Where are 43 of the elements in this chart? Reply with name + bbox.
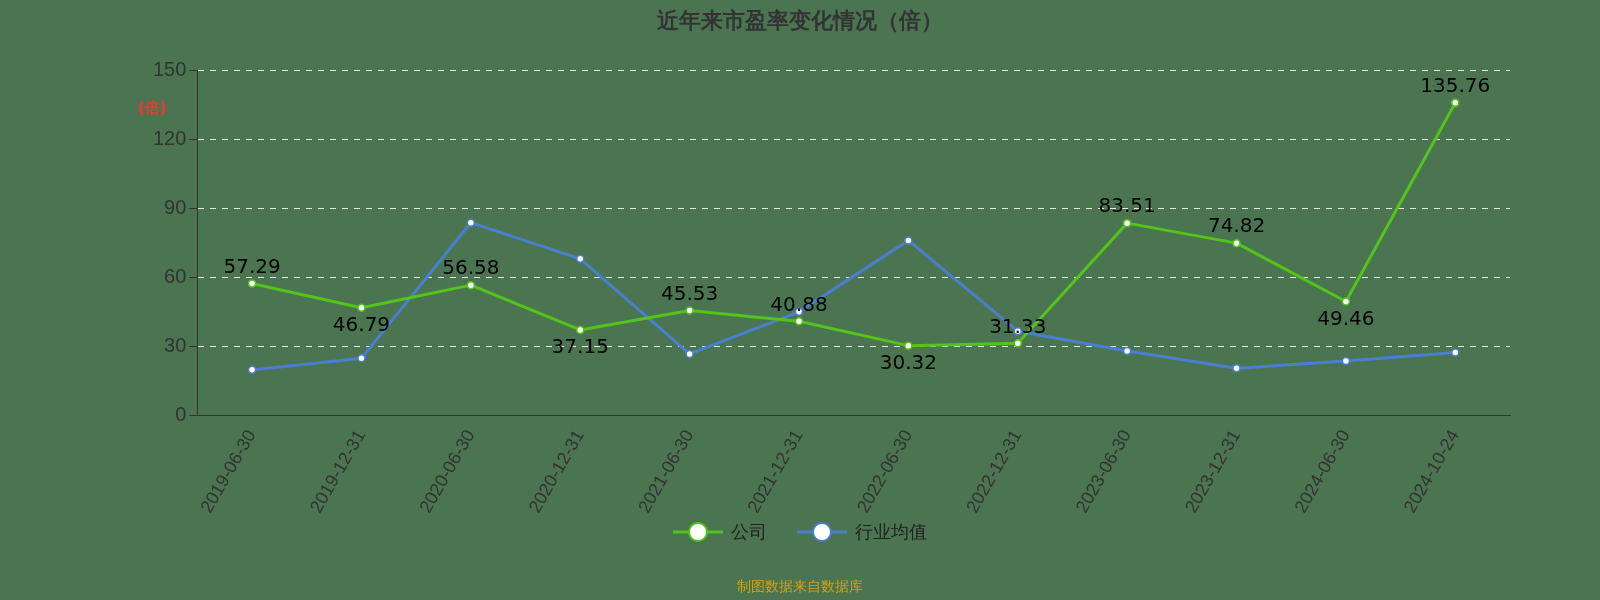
- point: [466, 218, 476, 227]
- data-label: 49.46: [1317, 305, 1375, 330]
- data-label: 74.82: [1207, 213, 1266, 238]
- data-label: 56.58: [442, 255, 500, 280]
- chart-title: 近年来市盈率变化情况（倍）: [656, 7, 944, 35]
- legend-label: 公司: [731, 520, 767, 544]
- data-label: 45.53: [660, 280, 719, 305]
- y-tick-label: 90: [164, 195, 187, 218]
- legend-label: 行业均值: [855, 520, 927, 544]
- point: [575, 254, 585, 264]
- point: [1122, 346, 1132, 356]
- point: [1122, 218, 1132, 228]
- point: [247, 279, 257, 288]
- point: [1341, 356, 1351, 366]
- data-label: 46.79: [332, 311, 391, 336]
- data-label: 83.51: [1098, 193, 1156, 218]
- point: [1232, 238, 1241, 248]
- y-tick-label: 60: [164, 264, 187, 287]
- data-label: 37.15: [551, 334, 609, 359]
- y-tick-label: 120: [152, 126, 187, 149]
- point: [794, 317, 804, 326]
- point: [904, 236, 913, 245]
- y-tick-label: 30: [164, 333, 187, 356]
- point: [1232, 364, 1241, 373]
- point: [1341, 297, 1351, 306]
- point: [357, 303, 366, 312]
- point: [466, 280, 476, 290]
- y-axis-title: (倍): [138, 99, 167, 117]
- point: [685, 349, 694, 359]
- point: [1451, 98, 1460, 108]
- point: [247, 365, 257, 375]
- y-tick-label: 0: [175, 402, 187, 425]
- point: [1451, 348, 1460, 357]
- data-label: 135.76: [1420, 73, 1491, 97]
- point: [904, 341, 913, 350]
- point: [685, 306, 694, 315]
- data-label: 30.32: [879, 349, 938, 374]
- data-label: 57.29: [223, 253, 281, 278]
- point: [575, 325, 585, 335]
- text: 制图数据来自数据库: [736, 578, 864, 596]
- y-tick-label: 150: [152, 57, 187, 80]
- point: [357, 354, 366, 363]
- point: [1013, 339, 1023, 348]
